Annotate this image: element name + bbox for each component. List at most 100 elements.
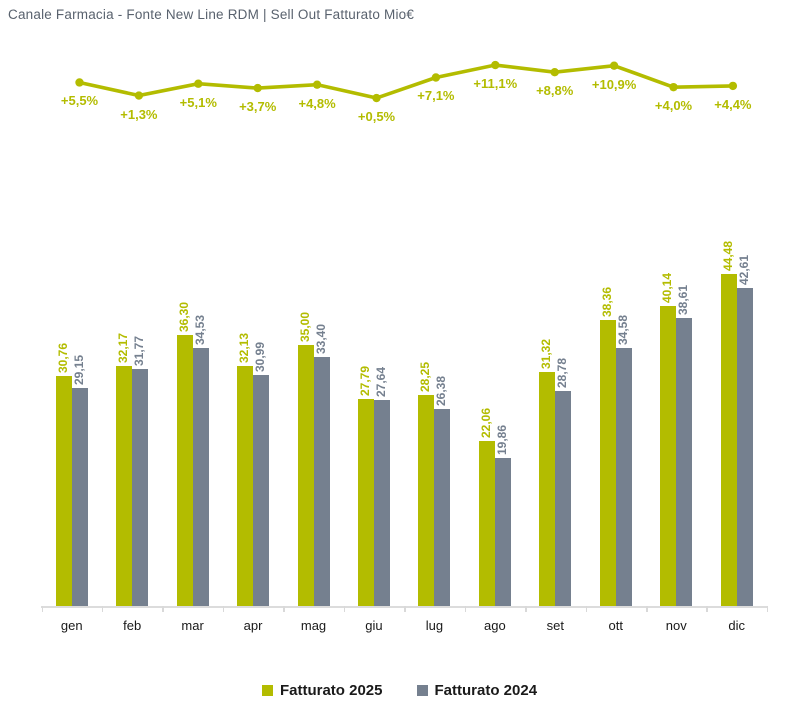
bar-2025-ago [478, 441, 495, 606]
bar-2025-gen [55, 376, 72, 606]
pct-label-feb: +1,3% [120, 106, 158, 122]
bar-label-2024-giu: 27,64 [373, 366, 388, 397]
pct-label-lug: +7,1% [417, 88, 455, 104]
bar-label-2025-giu: 27,79 [357, 365, 372, 396]
bar-label-2025-lug: 28,25 [418, 362, 433, 393]
x-axis-tick [464, 606, 467, 612]
growth-line-chart [75, 60, 738, 103]
chart-title: Canale Farmacia - Fonte New Line RDM | S… [8, 7, 415, 22]
bar-label-2025-set: 31,32 [539, 339, 554, 370]
line-point-set [550, 68, 559, 77]
bar-2024-mag [313, 356, 330, 606]
x-axis-tick [525, 606, 527, 612]
bar-2025-lug [418, 395, 435, 606]
month-label-giu: giu [365, 618, 383, 633]
line-point-ago [491, 60, 500, 70]
bar-2025-apr [237, 366, 254, 606]
x-axis-tick [646, 606, 648, 612]
legend-item-fatturato-2024: Fatturato 2024 [416, 682, 538, 699]
x-axis-tick [404, 606, 406, 612]
x-axis-tick [585, 606, 588, 612]
line-point-ott [609, 61, 619, 70]
month-label-nov: nov [665, 618, 687, 633]
bar-label-2024-feb: 31,77 [132, 335, 147, 366]
bar-label-2024-apr: 30,99 [253, 341, 268, 372]
line-point-gen [75, 78, 84, 87]
pct-label-mar: +5,1% [179, 94, 217, 110]
bar-label-2024-gen: 29,15 [71, 355, 86, 386]
bar-label-2024-mag: 33,40 [313, 323, 328, 354]
bar-2024-set [555, 391, 572, 606]
growth-line [79, 63, 733, 100]
bar-2024-gen [71, 388, 88, 606]
legend-item-fatturato-2025: Fatturato 2025 [261, 682, 383, 699]
x-axis-tick [101, 606, 104, 612]
bar-2025-ott [599, 319, 616, 606]
legend-label-2024: Fatturato 2024 [434, 682, 538, 699]
line-point-dic [728, 81, 738, 91]
line-point-apr [253, 83, 262, 93]
bar-label-2025-mar: 36,30 [176, 302, 191, 333]
month-label-set: set [546, 618, 564, 633]
bar-label-2025-apr: 32,13 [237, 333, 252, 364]
bar-label-2025-mag: 35,00 [297, 311, 312, 342]
bar-label-2024-lug: 26,38 [434, 376, 449, 407]
legend: Fatturato 2025 Fatturato 2024 [0, 682, 799, 699]
line-point-nov [669, 82, 678, 92]
line-point-giu [372, 93, 381, 103]
bar-label-2025-dic: 44,48 [720, 240, 735, 272]
bar-2025-giu [357, 398, 374, 606]
pct-label-apr: +3,7% [239, 99, 277, 115]
bar-label-2024-ott: 34,58 [615, 314, 630, 345]
legend-swatch-2025-icon [261, 685, 273, 696]
pct-label-ago: +11,1% [473, 76, 518, 92]
bar-2025-set [539, 372, 556, 606]
month-label-apr: apr [243, 618, 263, 633]
bar-label-2024-nov: 38,61 [676, 284, 691, 315]
x-axis-tick [766, 606, 769, 612]
bar-2024-giu [373, 399, 390, 606]
pct-label-dic: +4,4% [714, 96, 752, 112]
bar-label-2025-ott: 38,36 [599, 286, 614, 317]
bar-2024-lug [434, 409, 451, 606]
pct-label-mag: +4,8% [298, 95, 336, 111]
month-label-gen: gen [60, 618, 83, 633]
bar-2024-dic [736, 287, 753, 606]
month-label-ago: ago [484, 618, 506, 633]
bar-label-2025-gen: 30,76 [55, 343, 70, 374]
bar-2024-ago [494, 457, 511, 606]
legend-label-2025: Fatturato 2025 [279, 682, 383, 699]
bar-label-2025-nov: 40,14 [660, 273, 675, 304]
pct-label-gen: +5,5% [60, 93, 99, 109]
bar-2025-mag [297, 344, 314, 606]
x-axis-tick [222, 606, 225, 612]
month-label-lug: lug [425, 618, 444, 633]
bar-2024-feb [132, 368, 149, 606]
legend-swatch-2024-icon [416, 685, 428, 696]
month-label-dic: dic [728, 618, 745, 633]
x-axis-tick [283, 606, 285, 612]
bar-label-2025-feb: 32,17 [116, 332, 131, 363]
pct-label-giu: +0,5% [357, 109, 396, 125]
month-label-mar: mar [181, 618, 204, 633]
line-point-feb [134, 91, 144, 100]
pct-label-nov: +4,0% [654, 98, 693, 114]
x-axis-tick [162, 606, 164, 612]
x-axis-tick [41, 606, 43, 612]
bar-2025-mar [176, 335, 193, 606]
month-label-feb: feb [123, 618, 142, 633]
bar-2025-nov [660, 306, 677, 606]
pct-label-ott: +10,9% [591, 76, 637, 92]
line-point-mar [194, 79, 203, 88]
x-axis-tick [343, 606, 346, 612]
bar-2025-feb [116, 365, 133, 606]
x-axis-line [41, 606, 767, 608]
bar-2024-mar [192, 348, 209, 606]
line-point-lug [431, 73, 441, 82]
pct-label-set: +8,8% [536, 83, 574, 99]
x-axis-tick [706, 606, 708, 612]
bar-2024-ott [615, 347, 632, 606]
line-point-mag [312, 80, 322, 89]
bar-label-2025-ago: 22,06 [478, 408, 493, 439]
